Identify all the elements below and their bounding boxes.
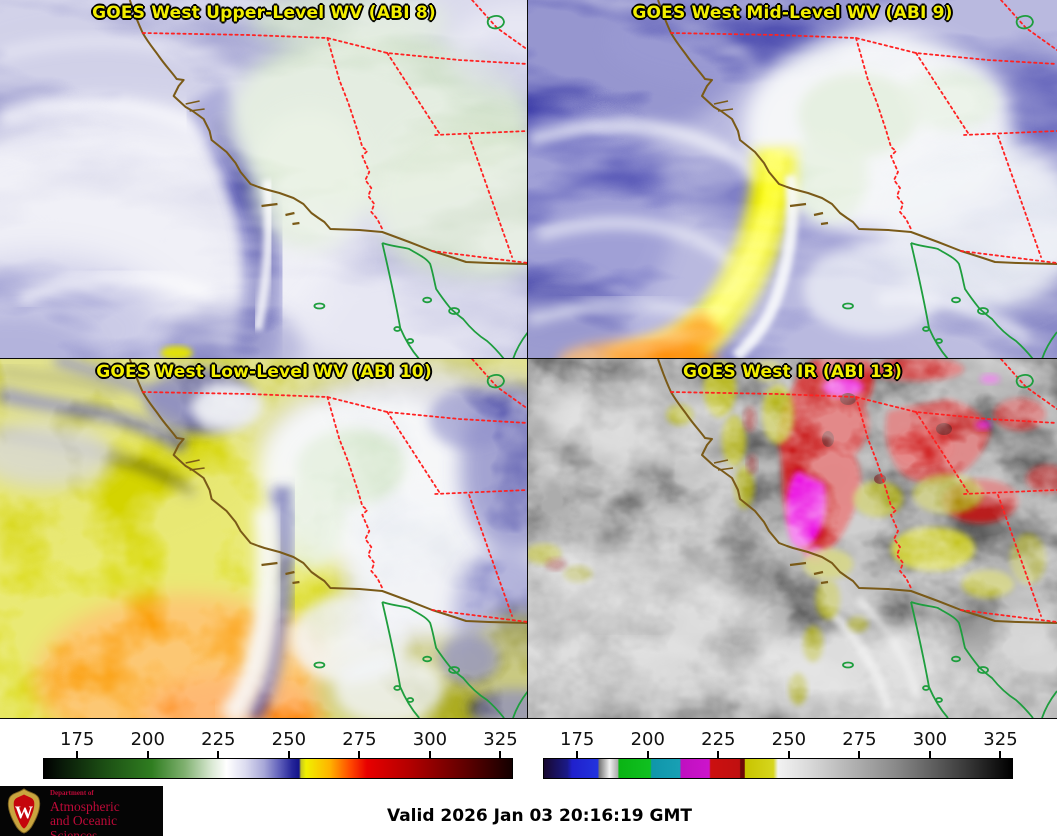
colorbar-wv-gradient (43, 758, 513, 779)
colorbar-tick-mark (576, 751, 579, 758)
colorbar-wv: 175 200 225 250 275 300 325 (43, 729, 518, 781)
colorbar-tick-label: 250 (271, 729, 307, 750)
panel-title: GOES West Mid-Level WV (ABI 9) (632, 3, 953, 23)
colorbar-tick-label: 300 (412, 729, 448, 750)
satellite-image-abi9 (528, 0, 1057, 359)
colorbar-tick-label: 325 (983, 729, 1018, 750)
colorbar-tick-mark (858, 751, 861, 758)
four-panel-grid: GOES West Upper-Level WV (ABI 8) (0, 0, 1057, 719)
logo-line2: and Oceanic Sciences (50, 813, 118, 836)
colorbar-tick-label: 275 (842, 729, 877, 750)
logo-dept-label: Department of (50, 789, 94, 797)
colorbar-tick-label: 250 (771, 729, 807, 750)
uw-crest-icon: W (7, 788, 41, 834)
uw-aos-logo-text: Department of Atmospheric and Oceanic Sc… (50, 789, 163, 836)
satellite-image-abi10 (0, 359, 528, 718)
colorbar-tick-mark (428, 751, 431, 758)
colorbar-tick-mark (787, 751, 790, 758)
colorbar-wv-ticks (43, 751, 513, 758)
colorbar-tick-label: 325 (483, 729, 518, 750)
panel-mid-level-wv: GOES West Mid-Level WV (ABI 9) (527, 0, 1057, 360)
colorbar-tick-mark (358, 751, 361, 758)
colorbar-tick-mark (717, 751, 720, 758)
logo-line1: Atmospheric (50, 798, 120, 814)
colorbar-tick-mark (999, 751, 1002, 758)
colorbar-wv-labels: 175 200 225 250 275 300 325 (43, 729, 518, 751)
colorbar-ir-gradient (543, 758, 1013, 779)
colorbar-tick-label: 275 (342, 729, 377, 750)
colorbar-tick-mark (146, 751, 149, 758)
colorbar-tick-mark (217, 751, 220, 758)
uw-monogram: W (15, 802, 34, 822)
colorbar-tick-label: 200 (130, 729, 165, 750)
colorbar-ir: 175 200 225 250 275 300 325 (543, 729, 1018, 781)
colorbar-tick-label: 200 (630, 729, 665, 750)
colorbar-tick-label: 175 (60, 729, 95, 750)
colorbar-ir-labels: 175 200 225 250 275 300 325 (543, 729, 1018, 751)
valid-timestamp: Valid 2026 Jan 03 20:16:19 GMT (386, 806, 693, 826)
panel-title: GOES West IR (ABI 13) (682, 362, 903, 382)
colorbar-ir-ticks (543, 751, 1013, 758)
panel-low-level-wv: GOES West Low-Level WV (ABI 10) (0, 358, 529, 719)
panel-upper-level-wv: GOES West Upper-Level WV (ABI 8) (0, 0, 529, 360)
panel-title: GOES West Upper-Level WV (ABI 8) (92, 3, 436, 23)
colorbar-tick-mark (499, 751, 502, 758)
panel-title: GOES West Low-Level WV (ABI 10) (96, 362, 432, 382)
colorbar-tick-label: 175 (560, 729, 595, 750)
uw-aos-logo: W Department of Atmospheric and Oceanic … (0, 786, 163, 836)
colorbar-tick-label: 300 (912, 729, 948, 750)
colorbar-tick-label: 225 (201, 729, 236, 750)
colorbar-tick-mark (76, 751, 79, 758)
satellite-image-abi8 (0, 0, 528, 359)
colorbar-tick-mark (646, 751, 649, 758)
colorbar-tick-mark (928, 751, 931, 758)
panel-ir: GOES West IR (ABI 13) (527, 358, 1057, 719)
colorbar-tick-mark (287, 751, 290, 758)
satellite-image-abi13 (528, 359, 1057, 718)
colorbar-tick-label: 225 (701, 729, 736, 750)
